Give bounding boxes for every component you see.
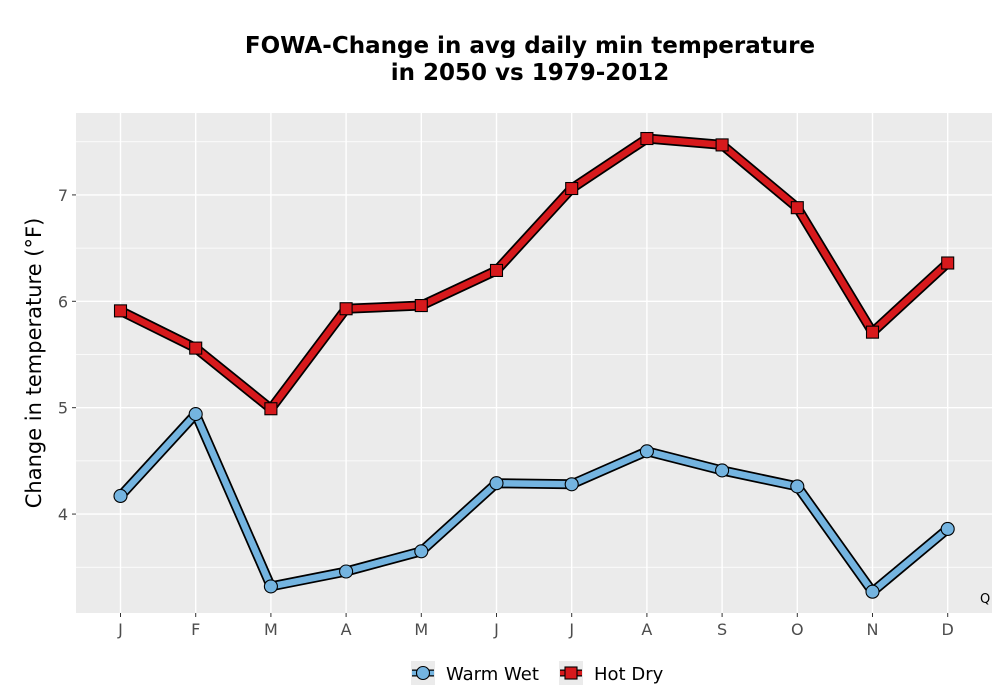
hot-dry-point [113, 304, 128, 318]
hot-dry-point [414, 299, 428, 313]
hot-dry-point [339, 302, 353, 316]
warm-wet-point [489, 476, 504, 491]
y-tick-label: 6 [58, 292, 68, 311]
legend-label-warm-wet: Warm Wet [446, 664, 539, 685]
warm-wet-point [113, 488, 128, 504]
hot-dry-point [640, 131, 654, 146]
x-tick-label: J [493, 620, 499, 639]
x-tick-label: O [791, 620, 804, 639]
x-tick-label: A [641, 620, 652, 639]
warm-wet-point [564, 477, 579, 492]
warm-wet-line [117, 410, 951, 595]
warm-wet-point [188, 407, 203, 422]
x-tick-label: D [942, 620, 954, 639]
hot-dry-point [941, 256, 955, 270]
x-tick-label: S [717, 620, 727, 639]
hot-dry-point [489, 263, 504, 277]
hot-dry-point [790, 201, 804, 215]
y-tick-label: 5 [58, 399, 68, 418]
warm-wet-point [339, 564, 354, 579]
x-tick-label: M [414, 620, 428, 639]
legend-label-hot-dry: Hot Dry [594, 664, 664, 685]
warm-wet-point [865, 584, 880, 599]
legend-key-warm-wet [411, 661, 435, 685]
y-tick-label: 7 [58, 186, 68, 205]
warm-wet-point [414, 544, 429, 559]
x-tick-label: F [191, 620, 200, 639]
x-tick-label: N [867, 620, 879, 639]
legend: Warm Wet Hot Dry [411, 661, 664, 685]
corner-note: Q [980, 592, 990, 607]
hot-dry-point [565, 181, 579, 196]
major-gridlines [76, 113, 992, 613]
warm-wet-point [715, 463, 730, 478]
warm-wet-point [263, 579, 278, 594]
series-layer [113, 131, 955, 599]
y-axis: 4 5 6 7 [58, 186, 76, 524]
chart-title-line1: FOWA-Change in avg daily min temperature [245, 33, 815, 59]
hot-dry-point [264, 402, 278, 416]
x-tick-label: J [117, 620, 123, 639]
hot-dry-line [117, 135, 951, 412]
minor-gridlines [76, 141, 992, 568]
chart-title-line2: in 2050 vs 1979-2012 [391, 60, 670, 86]
y-axis-title: Change in temperature (°F) [22, 218, 46, 509]
x-tick-label: J [568, 620, 574, 639]
x-tick-label: M [264, 620, 278, 639]
warm-wet-point [790, 479, 805, 494]
hot-dry-point [865, 325, 880, 339]
hot-dry-point [715, 138, 729, 152]
hot-dry-point [189, 341, 203, 355]
legend-key-hot-dry [559, 661, 583, 685]
warm-wet-point [639, 444, 654, 459]
y-tick-label: 4 [58, 505, 68, 524]
warm-wet-point [940, 521, 955, 537]
plot-panel [76, 113, 992, 613]
x-tick-label: A [341, 620, 352, 639]
